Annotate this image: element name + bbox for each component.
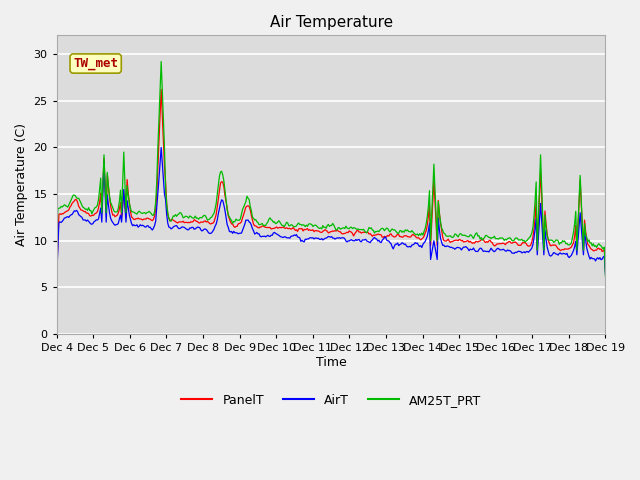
AM25T_PRT [351,225,358,231]
AirT [315,235,323,241]
AM25T_PRT [315,225,323,231]
Line: AM25T_PRT: AM25T_PRT [57,61,605,276]
PanelT [381,233,388,239]
AM25T_PRT [504,236,511,241]
AirT [351,238,358,244]
Line: AirT: AirT [57,147,605,277]
Text: TW_met: TW_met [73,57,118,70]
AirT [53,275,61,280]
AirT [504,247,511,253]
PanelT [53,271,61,277]
AM25T_PRT [157,59,165,64]
AM25T_PRT [381,228,388,234]
PanelT [504,240,511,246]
Y-axis label: Air Temperature (C): Air Temperature (C) [15,123,28,246]
AM25T_PRT [53,247,61,253]
AM25T_PRT [318,226,326,232]
AirT [318,236,326,241]
Legend: PanelT, AirT, AM25T_PRT: PanelT, AirT, AM25T_PRT [176,389,486,411]
X-axis label: Time: Time [316,356,346,369]
PanelT [318,229,326,235]
AM25T_PRT [602,274,609,279]
AirT [602,271,609,277]
PanelT [602,268,609,274]
PanelT [315,228,323,234]
AirT [589,256,597,262]
AirT [381,235,388,240]
PanelT [351,231,358,237]
PanelT [589,248,597,253]
AirT [157,144,165,150]
Line: PanelT: PanelT [57,89,605,274]
PanelT [157,86,165,92]
AM25T_PRT [589,241,597,247]
Title: Air Temperature: Air Temperature [269,15,392,30]
